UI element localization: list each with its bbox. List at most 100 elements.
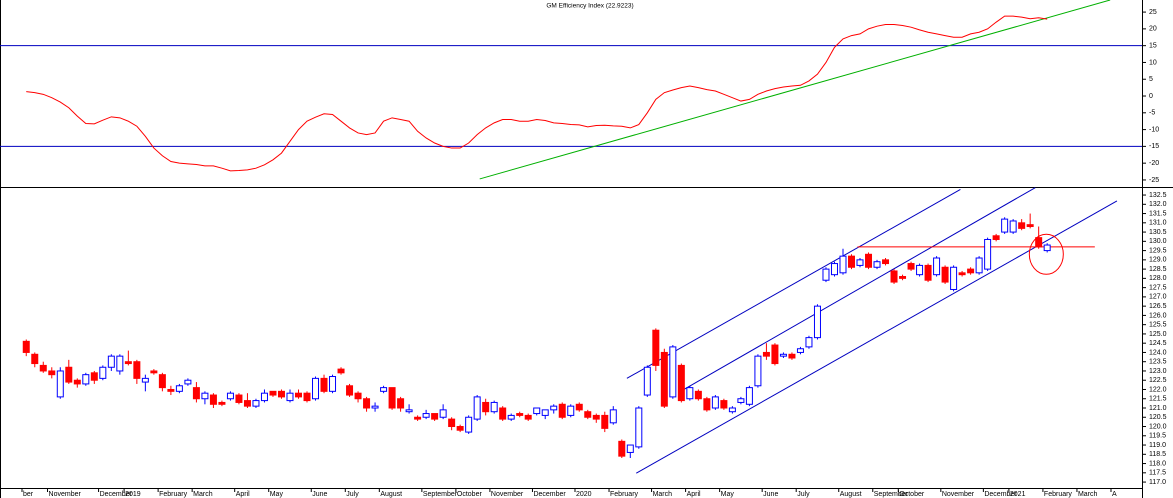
- x-tick-label: September: [874, 491, 909, 498]
- candle-body-down: [167, 388, 175, 392]
- y-tick-label: -25: [1149, 177, 1159, 184]
- y-tick-label: 121.0: [1149, 405, 1167, 412]
- candle-body-down: [660, 351, 668, 407]
- y-tick-label: 128.0: [1149, 275, 1167, 282]
- x-tick-label: August: [380, 491, 402, 498]
- x-tick-label: March: [193, 491, 213, 498]
- candle-body-down: [124, 361, 132, 365]
- x-tick-label: December: [533, 491, 566, 498]
- candle-body-down: [1035, 237, 1043, 248]
- y-tick-label: 120.0: [1149, 423, 1167, 430]
- candle-body-down: [65, 366, 73, 383]
- candle-body-down: [209, 394, 217, 405]
- y-tick-label: 120.5: [1149, 414, 1167, 421]
- x-tick-label: November: [491, 491, 524, 498]
- candle-body-down: [346, 385, 354, 396]
- candle-body-down: [482, 401, 490, 413]
- candle-body-down: [703, 398, 711, 411]
- candle-body-up: [856, 259, 864, 266]
- x-tick-label: May: [270, 491, 284, 498]
- x-tick-label: October: [899, 491, 925, 498]
- candle-body-down: [924, 264, 932, 281]
- x-tick-label: December: [100, 491, 133, 498]
- candle-body-up: [465, 416, 473, 433]
- indicator-title: GM Efficiency Index (22.9223): [546, 3, 633, 10]
- candle-body-up: [626, 444, 634, 453]
- y-tick-label: 119.0: [1149, 442, 1166, 449]
- candle-body-up: [669, 346, 677, 398]
- x-tick-label: February: [159, 491, 188, 498]
- candle-body-up: [201, 392, 209, 400]
- candle-body-up: [745, 387, 753, 405]
- y-tick-label: 131.0: [1149, 220, 1167, 227]
- candle-body-up: [252, 400, 260, 407]
- candle-body-up: [813, 305, 821, 339]
- y-tick-label: 10: [1149, 59, 1157, 66]
- y-tick-label: 124.0: [1149, 349, 1167, 356]
- y-tick-label: 132.0: [1149, 201, 1167, 208]
- candle-body-down: [337, 368, 345, 374]
- candle-body-down: [295, 392, 302, 398]
- y-tick-label: 124.5: [1149, 340, 1167, 347]
- candle-body-up: [175, 385, 183, 392]
- candle-body-down: [192, 387, 200, 400]
- candle-body-down: [73, 379, 81, 385]
- candle-body-up: [805, 337, 813, 348]
- candle-body-down: [388, 387, 396, 409]
- y-tick-label: 118.5: [1149, 451, 1166, 458]
- y-tick-label: -15: [1149, 143, 1159, 150]
- y-tick-label: 118.0: [1149, 460, 1166, 467]
- candle-body-up: [99, 366, 107, 379]
- x-tick-label: ber: [23, 491, 34, 498]
- candle-body-up: [711, 396, 719, 409]
- x-tick-label: February: [1044, 491, 1073, 498]
- y-tick-label: 132.5: [1149, 192, 1167, 199]
- candle-body-up: [643, 366, 651, 396]
- candle-body-down: [694, 390, 702, 400]
- candle-body-down: [524, 414, 532, 420]
- candle-body-down: [720, 400, 728, 409]
- x-tick-label: July: [346, 491, 359, 498]
- y-tick-label: 122.5: [1149, 377, 1167, 384]
- candle-body-up: [541, 409, 549, 416]
- candle-body-down: [320, 377, 328, 392]
- y-tick-label: 117.0: [1149, 479, 1166, 486]
- candle-body-up: [550, 405, 558, 411]
- x-tick-label: July: [797, 491, 810, 498]
- candle-body-down: [431, 413, 439, 420]
- x-tick-label: December: [984, 491, 1017, 498]
- candle-body-down: [882, 259, 890, 265]
- candle-body-up: [609, 409, 617, 424]
- candle-body-down: [652, 329, 660, 366]
- candle-body-up: [380, 387, 388, 392]
- candle-body-down: [771, 344, 779, 365]
- candle-body-up: [371, 405, 379, 409]
- candle-body-up: [439, 409, 447, 418]
- candle-body-up: [779, 353, 787, 357]
- y-tick-label: 129.5: [1149, 247, 1167, 254]
- candle-body-up: [737, 398, 745, 403]
- y-tick-label: 117.5: [1149, 470, 1166, 477]
- candle-body-up: [830, 263, 838, 276]
- y-tick-label: -20: [1149, 160, 1159, 167]
- x-tick-label: April: [236, 491, 250, 498]
- candle-body-down: [158, 374, 166, 389]
- candle-body-up: [839, 255, 847, 274]
- candle-body-up: [473, 396, 481, 420]
- x-tick-label: October: [457, 491, 483, 498]
- candle-body-down: [1018, 222, 1026, 229]
- y-tick-label: 125.5: [1149, 322, 1167, 329]
- candle-body-down: [516, 413, 524, 416]
- candle-body-down: [414, 416, 422, 420]
- y-tick-label: 125.0: [1149, 331, 1167, 338]
- indicator-line: [26, 15, 1048, 172]
- candle-body-down: [363, 398, 371, 409]
- candle-body-up: [635, 407, 643, 448]
- candle-body-up: [329, 376, 337, 392]
- y-tick-label: 129.0: [1149, 257, 1167, 264]
- candle-body-down: [865, 253, 873, 268]
- candle-body-up: [933, 257, 941, 276]
- candle-body-down: [899, 276, 907, 279]
- candle-body-down: [397, 398, 405, 409]
